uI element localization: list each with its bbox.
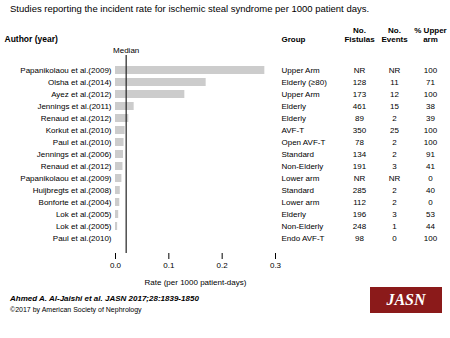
svg-text:Elderly: Elderly <box>282 210 306 219</box>
svg-text:Bonforte et al.(2004): Bonforte et al.(2004) <box>39 198 112 207</box>
svg-text:Papanikolaou et al.(2009): Papanikolaou et al.(2009) <box>20 66 112 75</box>
svg-text:100: 100 <box>424 138 438 147</box>
svg-text:NR: NR <box>354 174 366 183</box>
svg-text:2: 2 <box>392 114 397 123</box>
svg-text:Lower arm: Lower arm <box>282 174 320 183</box>
svg-text:Olsha et al.(2014): Olsha et al.(2014) <box>48 78 112 87</box>
svg-text:89: 89 <box>355 114 364 123</box>
svg-text:Open AVF-T: Open AVF-T <box>282 138 326 147</box>
html-text:©2017 by American Society of N: ©2017 by American Society of Nephrology <box>10 306 142 314</box>
svg-text:191: 191 <box>353 162 367 171</box>
html-text:Studies reporting the incident: Studies reporting the incident rate for … <box>10 3 370 14</box>
svg-text:0: 0 <box>428 174 433 183</box>
svg-text:285: 285 <box>353 186 367 195</box>
svg-text:Elderly (≥80): Elderly (≥80) <box>282 78 328 87</box>
svg-text:39: 39 <box>426 114 435 123</box>
svg-text:Author (year): Author (year) <box>5 34 59 44</box>
svg-text:AVF-T: AVF-T <box>282 126 305 135</box>
svg-text:11: 11 <box>390 78 399 87</box>
svg-text:Renaud et al.(2012): Renaud et al.(2012) <box>41 162 112 171</box>
svg-text:Paul et al.(2010): Paul et al.(2010) <box>53 138 112 147</box>
svg-text:134: 134 <box>353 150 367 159</box>
svg-text:Upper Arm: Upper Arm <box>282 90 321 99</box>
svg-text:1: 1 <box>392 222 397 231</box>
svg-text:71: 71 <box>426 78 435 87</box>
svg-text:44: 44 <box>426 222 435 231</box>
svg-text:2: 2 <box>392 186 397 195</box>
svg-text:40: 40 <box>426 186 435 195</box>
svg-text:100: 100 <box>424 234 438 243</box>
html-text:JASN: JASN <box>386 291 426 309</box>
svg-text:Non-Elderly: Non-Elderly <box>282 162 324 171</box>
svg-text:Non-Elderly: Non-Elderly <box>282 222 324 231</box>
svg-text:Lok et al.(2005): Lok et al.(2005) <box>56 210 112 219</box>
svg-text:91: 91 <box>426 150 435 159</box>
svg-text:100: 100 <box>424 90 438 99</box>
svg-text:Jennings et al.(2011): Jennings et al.(2011) <box>37 102 111 111</box>
svg-text:Standard: Standard <box>282 186 314 195</box>
svg-text:Elderly: Elderly <box>282 102 306 111</box>
svg-text:Lower arm: Lower arm <box>282 198 320 207</box>
svg-text:No.Fistulas: No.Fistulas <box>344 26 375 44</box>
svg-text:41: 41 <box>426 162 435 171</box>
svg-text:38: 38 <box>426 102 435 111</box>
svg-text:Ayez et al.(2012): Ayez et al.(2012) <box>51 90 112 99</box>
svg-text:2: 2 <box>392 150 397 159</box>
svg-text:12: 12 <box>390 90 399 99</box>
svg-text:Elderly: Elderly <box>282 114 306 123</box>
svg-text:0.3: 0.3 <box>270 262 282 271</box>
svg-text:0: 0 <box>428 198 433 207</box>
svg-text:15: 15 <box>390 102 399 111</box>
svg-text:2: 2 <box>392 138 397 147</box>
svg-text:350: 350 <box>353 126 367 135</box>
svg-text:196: 196 <box>353 210 367 219</box>
svg-text:Huijbregts et al.(2008): Huijbregts et al.(2008) <box>33 186 112 195</box>
svg-text:Korkut et al.(2010): Korkut et al.(2010) <box>46 126 112 135</box>
svg-text:Standard: Standard <box>282 150 314 159</box>
svg-text:0.1: 0.1 <box>163 262 175 271</box>
svg-text:Renaud et al.(2012): Renaud et al.(2012) <box>41 114 112 123</box>
svg-text:No.Events: No.Events <box>381 26 408 44</box>
svg-text:Rate (per 1000 patient-days): Rate (per 1000 patient-days) <box>145 278 247 287</box>
svg-text:% Upperarm: % Upperarm <box>414 26 446 44</box>
svg-text:Paul et al.(2010): Paul et al.(2010) <box>53 234 112 243</box>
svg-text:NR: NR <box>354 66 366 75</box>
svg-text:0.2: 0.2 <box>217 262 229 271</box>
svg-text:NR: NR <box>389 66 401 75</box>
svg-text:248: 248 <box>353 222 367 231</box>
svg-text:128: 128 <box>353 78 367 87</box>
svg-text:Jennings et al.(2006): Jennings et al.(2006) <box>37 150 112 159</box>
svg-text:Upper Arm: Upper Arm <box>282 66 321 75</box>
svg-text:3: 3 <box>392 162 397 171</box>
svg-text:2: 2 <box>392 198 397 207</box>
svg-text:Median: Median <box>113 46 139 55</box>
svg-text:53: 53 <box>426 210 435 219</box>
svg-text:Lok et al.(2005): Lok et al.(2005) <box>56 222 112 231</box>
svg-text:461: 461 <box>353 102 367 111</box>
svg-text:78: 78 <box>355 138 364 147</box>
svg-text:0: 0 <box>392 234 397 243</box>
svg-text:100: 100 <box>424 66 438 75</box>
svg-text:100: 100 <box>424 126 438 135</box>
svg-text:3: 3 <box>392 210 397 219</box>
svg-text:25: 25 <box>390 126 399 135</box>
svg-text:Papanikolaou et al.(2009): Papanikolaou et al.(2009) <box>20 174 112 183</box>
html-text:Ahmed A. Al-Jaishi et al. JASN: Ahmed A. Al-Jaishi et al. JASN 2017;28:1… <box>10 294 199 304</box>
svg-text:NR: NR <box>389 174 401 183</box>
svg-text:0.0: 0.0 <box>110 262 122 271</box>
svg-text:112: 112 <box>353 198 366 207</box>
svg-text:Endo AVF-T: Endo AVF-T <box>282 234 325 243</box>
svg-text:98: 98 <box>355 234 364 243</box>
svg-text:Group: Group <box>282 35 306 44</box>
svg-text:173: 173 <box>353 90 367 99</box>
